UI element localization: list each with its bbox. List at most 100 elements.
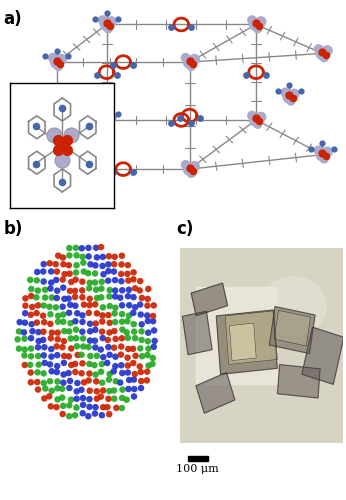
- Point: [72, 293, 78, 301]
- Point: [106, 252, 112, 260]
- Text: a): a): [3, 10, 22, 28]
- Point: [86, 370, 92, 378]
- Point: [54, 268, 60, 276]
- Point: [107, 118, 113, 126]
- Point: [124, 328, 129, 336]
- Point: [249, 16, 255, 24]
- Point: [111, 394, 117, 402]
- Point: [60, 276, 65, 283]
- Point: [60, 302, 65, 310]
- Point: [86, 376, 91, 384]
- Point: [321, 54, 327, 62]
- Point: [87, 301, 92, 309]
- Point: [74, 395, 79, 403]
- Point: [35, 302, 41, 310]
- Point: [107, 22, 113, 30]
- Point: [41, 379, 46, 387]
- Point: [41, 278, 46, 285]
- Point: [66, 261, 72, 269]
- Point: [41, 370, 46, 378]
- Point: [61, 284, 66, 292]
- Point: [151, 343, 157, 351]
- Point: [80, 312, 85, 320]
- Point: [110, 168, 116, 176]
- Point: [67, 377, 73, 385]
- Point: [86, 309, 92, 317]
- Point: [325, 148, 330, 156]
- Point: [145, 351, 150, 359]
- Point: [249, 112, 255, 120]
- Ellipse shape: [261, 277, 326, 335]
- Point: [187, 58, 192, 66]
- Bar: [196, 286, 277, 384]
- Point: [107, 286, 112, 294]
- Point: [290, 94, 295, 102]
- Point: [112, 304, 118, 312]
- Point: [145, 328, 151, 336]
- Point: [116, 110, 121, 118]
- Point: [22, 334, 27, 342]
- Point: [126, 345, 131, 353]
- Point: [119, 302, 125, 310]
- Point: [100, 304, 106, 312]
- Point: [106, 395, 111, 403]
- Point: [72, 360, 78, 368]
- Point: [41, 328, 46, 336]
- Point: [126, 276, 131, 284]
- Point: [81, 258, 86, 266]
- Bar: [274, 310, 310, 346]
- Point: [94, 388, 100, 396]
- Point: [74, 309, 80, 317]
- Point: [106, 311, 111, 319]
- Point: [107, 328, 112, 336]
- Point: [106, 120, 111, 128]
- Point: [62, 270, 67, 278]
- Point: [42, 359, 47, 367]
- Point: [72, 412, 78, 420]
- Point: [192, 162, 197, 170]
- Point: [107, 302, 112, 310]
- Point: [47, 303, 52, 311]
- Point: [133, 304, 138, 312]
- Point: [55, 396, 60, 404]
- Point: [111, 327, 117, 335]
- Point: [320, 50, 325, 58]
- Point: [126, 286, 132, 294]
- Point: [61, 337, 67, 345]
- Point: [258, 18, 264, 25]
- Point: [54, 351, 60, 359]
- Point: [67, 252, 72, 260]
- Point: [92, 326, 98, 334]
- Point: [27, 361, 33, 369]
- Point: [86, 284, 92, 292]
- Point: [137, 300, 143, 308]
- Point: [111, 344, 117, 351]
- Point: [112, 286, 118, 294]
- Point: [73, 334, 79, 342]
- Point: [49, 294, 55, 302]
- Point: [119, 286, 125, 294]
- Point: [55, 384, 60, 392]
- Point: [60, 178, 65, 186]
- Point: [100, 334, 106, 342]
- Point: [106, 276, 111, 284]
- Point: [126, 312, 132, 320]
- Point: [22, 318, 28, 326]
- Point: [138, 310, 144, 318]
- Point: [80, 334, 86, 342]
- Point: [61, 370, 66, 378]
- Text: b): b): [3, 220, 23, 238]
- Point: [16, 344, 22, 352]
- Point: [81, 378, 87, 386]
- Point: [66, 402, 72, 409]
- Point: [104, 9, 109, 17]
- Point: [126, 301, 132, 309]
- Point: [117, 294, 123, 302]
- Point: [86, 244, 91, 252]
- Point: [145, 312, 150, 320]
- Point: [17, 318, 22, 326]
- Point: [79, 370, 84, 378]
- Point: [30, 327, 35, 335]
- Point: [47, 360, 53, 368]
- Point: [131, 328, 137, 336]
